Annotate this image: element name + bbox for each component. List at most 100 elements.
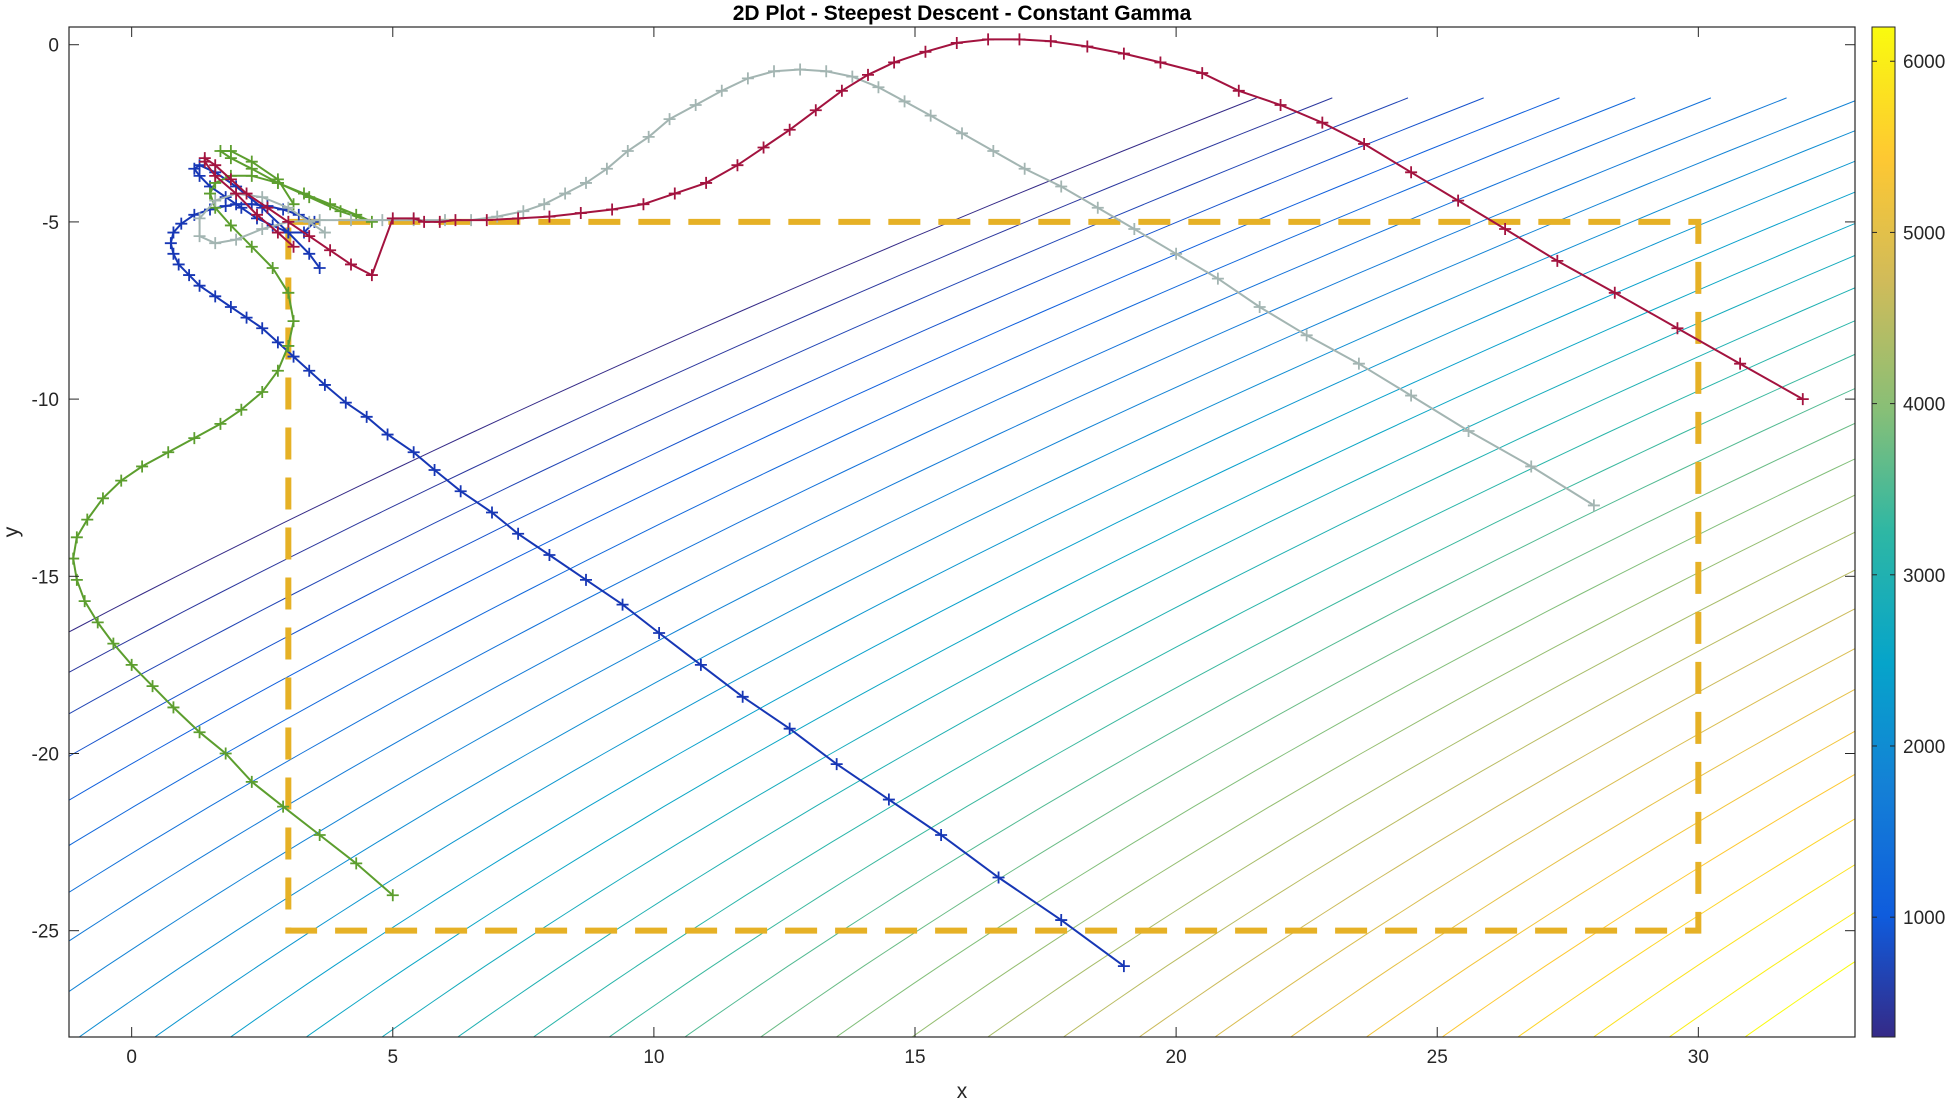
data-point — [318, 378, 331, 391]
data-point — [982, 33, 995, 46]
colorbar-tick-label: 4000 — [1903, 395, 1945, 416]
data-point — [282, 339, 295, 352]
data-point — [616, 598, 629, 611]
data-point — [846, 70, 859, 83]
data-point — [407, 212, 420, 225]
data-point — [198, 155, 211, 168]
data-point — [512, 212, 525, 225]
data-point — [1587, 499, 1600, 512]
trajectories — [69, 33, 1809, 973]
data-point — [381, 428, 394, 441]
data-point — [271, 226, 284, 239]
contour-line — [154, 160, 1855, 1037]
data-point — [872, 81, 885, 94]
data-point — [224, 219, 237, 232]
series-4 — [198, 33, 1809, 406]
data-point — [1055, 914, 1068, 927]
contour-line — [229, 191, 1855, 1037]
data-point — [167, 701, 180, 714]
contour-line — [69, 97, 1484, 757]
data-point — [313, 829, 326, 841]
data-point — [136, 460, 149, 473]
data-point — [888, 56, 901, 69]
constraint-box — [285, 218, 1702, 934]
colorbar-tick-label: 1000 — [1903, 908, 1945, 929]
colorbar-tick-label: 3000 — [1903, 566, 1945, 587]
data-point — [256, 223, 269, 235]
plot-frame — [68, 26, 1856, 1038]
colorbar-tick-label: 6000 — [1903, 52, 1945, 73]
data-point — [365, 215, 378, 228]
data-point — [224, 145, 237, 158]
data-point — [491, 210, 504, 223]
data-point — [600, 162, 613, 175]
data-point — [538, 198, 551, 211]
data-point — [862, 68, 874, 81]
data-point — [350, 208, 363, 221]
data-point — [146, 680, 159, 693]
colorbar-tick-label: 5000 — [1903, 223, 1945, 244]
data-point — [1551, 254, 1564, 267]
data-point — [303, 364, 316, 377]
data-point — [193, 726, 206, 739]
contour-line — [986, 531, 1855, 1037]
data-point — [209, 194, 222, 207]
y-tick-label: -25 — [32, 922, 59, 943]
data-point — [663, 113, 676, 126]
data-point — [731, 159, 744, 172]
colorbar-tick-label: 2000 — [1903, 737, 1945, 758]
data-point — [251, 208, 263, 221]
colorbar — [1871, 26, 1896, 1038]
data-point — [1170, 247, 1183, 260]
data-point — [580, 176, 592, 189]
data-point — [350, 857, 363, 870]
data-point — [1018, 162, 1031, 175]
x-tick-label: 15 — [904, 1047, 925, 1068]
data-point — [1274, 98, 1287, 111]
data-point — [287, 350, 300, 363]
data-point — [1044, 35, 1057, 48]
y-axis-label: y — [0, 526, 23, 537]
data-point — [1154, 56, 1167, 69]
data-point — [621, 145, 634, 158]
data-point — [107, 637, 120, 650]
data-point — [574, 207, 587, 220]
data-point — [175, 217, 188, 230]
data-point — [245, 775, 258, 788]
data-point — [668, 187, 681, 200]
data-point — [282, 215, 295, 228]
data-point — [282, 286, 295, 299]
data-point — [386, 212, 399, 225]
data-point — [783, 123, 796, 136]
data-point — [303, 247, 316, 260]
data-point — [992, 871, 1005, 884]
data-point — [81, 513, 94, 526]
data-point — [235, 201, 248, 214]
data-point — [1352, 357, 1365, 370]
data-point — [287, 240, 300, 253]
data-point — [324, 198, 337, 211]
data-point — [164, 237, 177, 250]
data-point — [517, 205, 530, 218]
series-3 — [193, 63, 1600, 512]
data-point — [1499, 223, 1512, 235]
contour-line — [759, 422, 1855, 1037]
data-point — [303, 215, 316, 228]
data-point — [486, 506, 498, 519]
data-point — [1013, 33, 1026, 46]
data-point — [653, 627, 666, 639]
data-point — [193, 212, 206, 225]
data-point — [324, 244, 337, 257]
data-point — [230, 187, 243, 200]
data-point — [115, 474, 128, 487]
data-point — [1091, 201, 1104, 214]
data-point — [694, 658, 707, 671]
contour-line — [381, 254, 1855, 1037]
data-point — [1055, 180, 1068, 193]
data-point — [188, 432, 201, 445]
data-point — [224, 300, 237, 313]
data-point — [386, 889, 399, 902]
data-point — [345, 258, 357, 271]
data-point — [204, 187, 216, 200]
data-point — [919, 45, 932, 58]
